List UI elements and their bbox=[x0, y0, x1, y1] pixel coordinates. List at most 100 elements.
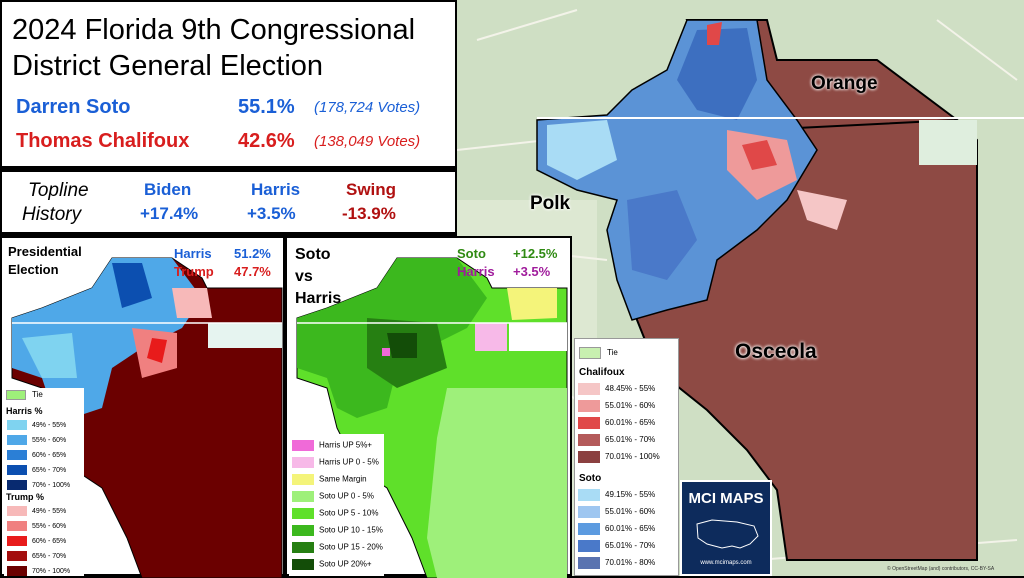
legend-swatch bbox=[7, 480, 27, 490]
precincts-central-blue bbox=[627, 190, 697, 280]
pres-title1: Presidential bbox=[8, 244, 82, 259]
sh-harris-5plus bbox=[382, 348, 390, 356]
legend-label: 60.01% - 65% bbox=[605, 418, 656, 428]
legend-label: 65% - 70% bbox=[32, 552, 67, 560]
legend-item: Soto UP 15 - 20% bbox=[292, 542, 383, 553]
legend-item: 60% - 65% bbox=[7, 450, 66, 460]
legend-item: Harris UP 5%+ bbox=[292, 440, 372, 451]
sh-soto-20plus bbox=[387, 333, 417, 358]
county-label-orange: Orange bbox=[811, 73, 878, 94]
attribution: © OpenStreetMap (and) contributors, CC-B… bbox=[887, 566, 995, 572]
legend-label: 70% - 100% bbox=[32, 481, 71, 489]
topline-name: Swing bbox=[346, 180, 397, 199]
main-map-legend: Tie Chalifoux 48.45% - 55% 55.01% - 60% 60… bbox=[574, 338, 679, 576]
tie-swatch bbox=[579, 347, 601, 359]
legend-label: Same Margin bbox=[319, 474, 367, 484]
main-map-panel: Orange Polk Osceola Tie Chalifoux 48.45%… bbox=[457, 0, 1024, 576]
pres-trump-narrow bbox=[172, 288, 212, 318]
sh-legend: Harris UP 5%+ Harris UP 0 - 5% Same Margin… bbox=[289, 434, 384, 576]
legend-label: 65.01% - 70% bbox=[605, 541, 656, 551]
legend-item: Soto UP 20%+ bbox=[292, 559, 372, 570]
topline-name: Harris bbox=[251, 180, 301, 199]
legend-swatch bbox=[292, 440, 314, 451]
sh-soto-pct: +12.5% bbox=[513, 246, 558, 261]
legend-label: Harris UP 0 - 5% bbox=[319, 457, 379, 467]
legend-item: 49% - 55% bbox=[7, 506, 66, 516]
topline-value: +3.5% bbox=[247, 204, 296, 223]
legend-item: 55% - 60% bbox=[7, 521, 66, 531]
legend-item: 60.01% - 65% bbox=[578, 523, 655, 535]
pres-title2: Election bbox=[8, 262, 59, 277]
legend-item: Soto UP 5 - 10% bbox=[292, 508, 378, 519]
legend-item: 65% - 70% bbox=[7, 551, 66, 561]
legend-item: 70% - 100% bbox=[7, 480, 70, 490]
precincts-north-blue bbox=[677, 28, 757, 120]
sh-title3: Harris bbox=[295, 290, 342, 307]
legend-swatch bbox=[578, 383, 600, 395]
legend-swatch bbox=[578, 417, 600, 429]
precincts-east-pink bbox=[797, 190, 847, 230]
sh-white-area bbox=[509, 323, 567, 351]
legend-swatch bbox=[292, 525, 314, 536]
soto-harris-map bbox=[296, 257, 568, 578]
legend-swatch bbox=[578, 506, 600, 518]
logo-text: MCI MAPS bbox=[688, 490, 764, 507]
county-label-osceola: Osceola bbox=[735, 340, 817, 363]
topline-label1: Topline bbox=[28, 180, 89, 201]
legend-label: 60.01% - 65% bbox=[605, 524, 656, 534]
legend-item: 70% - 100% bbox=[7, 566, 70, 576]
usa-outline-icon bbox=[696, 519, 759, 549]
legend-swatch bbox=[578, 557, 600, 569]
sh-harris-pct: +3.5% bbox=[513, 264, 551, 279]
legend-swatch bbox=[7, 450, 27, 460]
legend-label: 65.01% - 70% bbox=[605, 435, 656, 445]
legend-item: 55.01% - 60% bbox=[578, 506, 655, 518]
pres-tie-area bbox=[208, 323, 282, 348]
topline-value: -13.9% bbox=[342, 204, 396, 223]
chalifoux-legend-header: Chalifoux bbox=[579, 367, 625, 378]
legend-swatch bbox=[7, 566, 27, 576]
legend-item: 70.01% - 80% bbox=[578, 557, 655, 569]
sh-title2: vs bbox=[295, 268, 313, 285]
sh-soto-label: Soto bbox=[457, 246, 486, 261]
legend-item: Soto UP 10 - 15% bbox=[292, 525, 383, 536]
soto-legend-header: Soto bbox=[579, 473, 602, 484]
legend-swatch bbox=[292, 474, 314, 485]
topline-label2: History bbox=[22, 204, 82, 225]
legend-swatch bbox=[292, 457, 314, 468]
legend-swatch bbox=[292, 491, 314, 502]
legend-swatch bbox=[7, 435, 27, 445]
legend-item: Harris UP 0 - 5% bbox=[292, 457, 379, 468]
legend-label: 55% - 60% bbox=[32, 436, 67, 444]
soto-vs-harris-panel: Soto vs Harris Soto +12.5% Harris +3.5% … bbox=[285, 236, 572, 578]
pres-legend-tie: Tie bbox=[6, 390, 43, 400]
legend-label: Soto UP 5 - 10% bbox=[319, 508, 379, 518]
legend-label: 49.15% - 55% bbox=[605, 490, 656, 500]
mci-maps-logo: MCI MAPS www.mcimaps.com bbox=[680, 480, 772, 576]
legend-item: 60.01% - 65% bbox=[578, 417, 655, 429]
legend-item: 65.01% - 70% bbox=[578, 540, 655, 552]
legend-swatch bbox=[578, 540, 600, 552]
legend-item: Same Margin bbox=[292, 474, 367, 485]
legend-item: 65% - 70% bbox=[7, 465, 66, 475]
title-panel: 2024 Florida 9th Congressional District … bbox=[0, 0, 457, 168]
legend-swatch bbox=[292, 508, 314, 519]
topline-panel: Topline History Biden +17.4% Harris +3.5% Sw… bbox=[0, 170, 457, 234]
candidate-votes: (178,724 Votes) bbox=[314, 99, 421, 116]
legend-item: Soto UP 0 - 5% bbox=[292, 491, 374, 502]
legend-swatch bbox=[578, 434, 600, 446]
legend-label: 70.01% - 80% bbox=[605, 558, 656, 568]
main-map bbox=[457, 0, 1024, 576]
topline-name: Biden bbox=[144, 180, 192, 199]
pres-legend: Tie Harris % 49% - 55% 55% - 60% 60% - 65%… bbox=[4, 388, 84, 576]
candidate-name: Darren Soto bbox=[16, 96, 131, 118]
legend-label: 70.01% - 100% bbox=[605, 452, 660, 462]
candidate-pct: 55.1% bbox=[238, 96, 295, 118]
candidate-votes: (138,049 Votes) bbox=[314, 133, 421, 150]
legend-label: 49% - 55% bbox=[32, 421, 67, 429]
presidential-panel: Presidential Election Harris 51.2% Trump… bbox=[0, 236, 285, 578]
legend-label: 60% - 65% bbox=[32, 451, 67, 459]
legend-swatch bbox=[7, 420, 27, 430]
pres-tie-swatch bbox=[6, 390, 26, 400]
pres-harris-lean bbox=[22, 333, 77, 378]
